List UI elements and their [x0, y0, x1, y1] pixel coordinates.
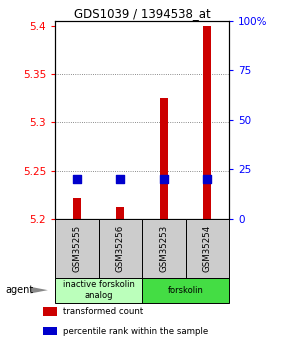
Text: GSM35253: GSM35253	[159, 225, 168, 272]
Bar	[43, 307, 57, 316]
Text: agent: agent	[6, 285, 34, 295]
Text: percentile rank within the sample: percentile rank within the sample	[63, 327, 208, 336]
Text: forskolin: forskolin	[168, 286, 204, 295]
Point	[75, 177, 79, 182]
Point	[205, 177, 210, 182]
Text: GSM35256: GSM35256	[116, 225, 125, 272]
Bar	[160, 98, 168, 219]
Text: GSM35254: GSM35254	[203, 225, 212, 272]
Bar	[99, 219, 142, 278]
Text: transformed count: transformed count	[63, 307, 143, 316]
Bar	[204, 26, 211, 219]
Bar	[43, 327, 57, 335]
Bar	[186, 219, 229, 278]
Bar	[73, 198, 81, 219]
Point	[162, 177, 166, 182]
Bar	[117, 207, 124, 219]
Bar	[55, 278, 142, 303]
Bar	[142, 219, 186, 278]
Bar	[142, 278, 229, 303]
Text: GSM35255: GSM35255	[72, 225, 81, 272]
Bar	[55, 219, 99, 278]
Polygon shape	[30, 287, 48, 294]
Point	[118, 177, 123, 182]
Title: GDS1039 / 1394538_at: GDS1039 / 1394538_at	[74, 7, 211, 20]
Text: inactive forskolin
analog: inactive forskolin analog	[63, 280, 135, 300]
